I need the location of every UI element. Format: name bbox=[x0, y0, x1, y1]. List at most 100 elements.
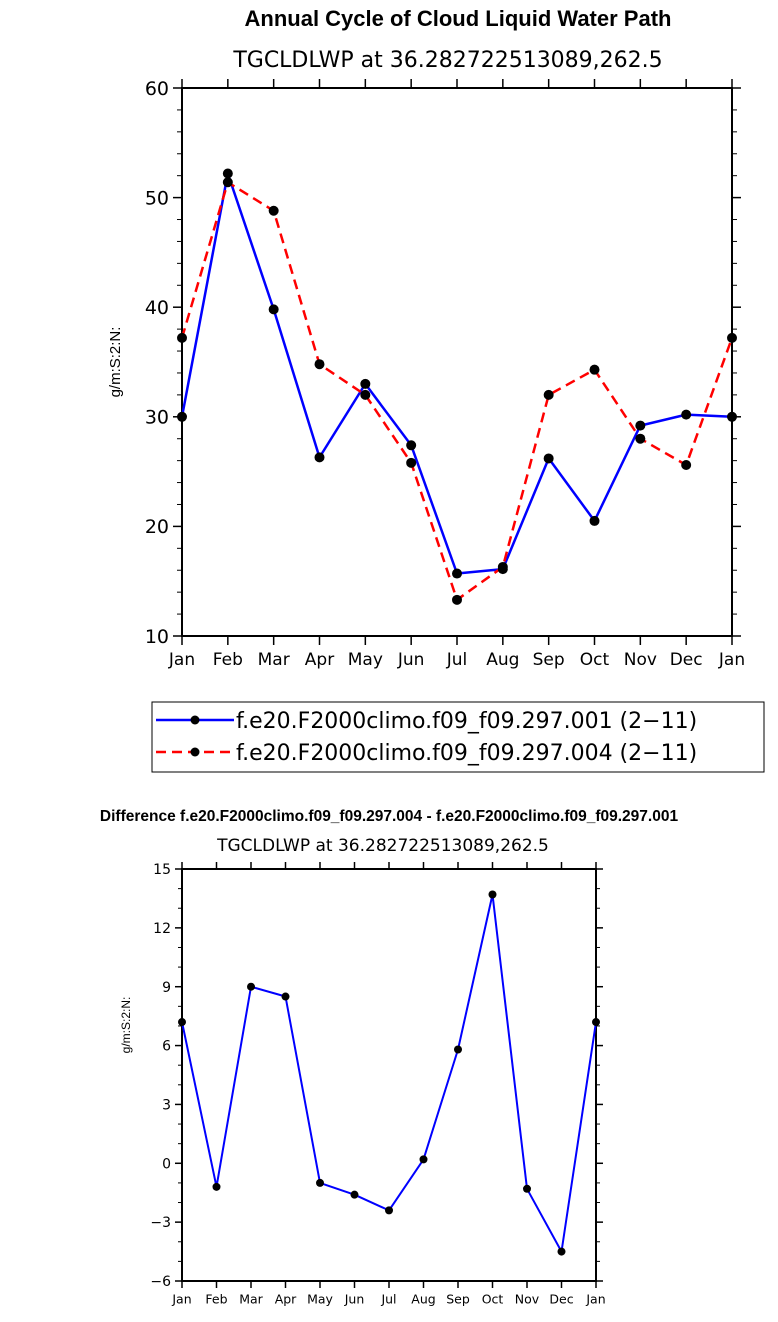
data-point-series-2 bbox=[406, 457, 417, 468]
top-chart-y-tick-labels: 10 20 30 40 50 60 bbox=[145, 78, 169, 648]
x-tick-label: Aug bbox=[486, 650, 519, 670]
x-tick-label: Sep bbox=[446, 1292, 470, 1307]
x-tick-label: Jun bbox=[344, 1292, 365, 1307]
data-point-series-1 bbox=[350, 1190, 359, 1199]
x-tick-label: Feb bbox=[205, 1292, 227, 1307]
data-point-series-1 bbox=[681, 409, 692, 420]
data-point-series-2 bbox=[177, 332, 187, 343]
y-tick-label: 15 bbox=[153, 862, 171, 878]
data-point-series-1 bbox=[316, 1178, 324, 1187]
data-point-series-2 bbox=[497, 561, 508, 572]
x-tick-label: May bbox=[307, 1292, 333, 1307]
bottom-chart-series bbox=[178, 890, 600, 1256]
data-point-series-1 bbox=[406, 440, 417, 451]
data-point-series-1 bbox=[360, 378, 371, 389]
top-chart-ticks bbox=[173, 79, 741, 645]
bottom-chart-x-tick-labels: Jan Feb Mar Apr May Jun Jul Aug Sep Oct Nov Dec Jan bbox=[171, 1292, 605, 1307]
y-tick-label: 0 bbox=[162, 1156, 171, 1172]
y-tick-label: 3 bbox=[162, 1097, 171, 1113]
data-point-series-2 bbox=[681, 460, 692, 471]
legend-marker-series-1 bbox=[190, 715, 200, 725]
top-chart-subtitle: TGCLDLWP at 36.282722513089,262.5 bbox=[232, 48, 662, 73]
top-chart-title: Annual Cycle of Cloud Liquid Water Path bbox=[245, 6, 672, 31]
x-tick-label: Jan bbox=[168, 650, 195, 670]
x-tick-label: Jun bbox=[397, 650, 425, 670]
x-tick-label: Aug bbox=[411, 1292, 435, 1307]
x-tick-label: Dec bbox=[670, 650, 703, 670]
data-point-series-1 bbox=[281, 992, 290, 1001]
y-tick-label: −3 bbox=[150, 1215, 171, 1231]
x-tick-label: Jul bbox=[380, 1292, 396, 1307]
y-tick-label: 30 bbox=[145, 407, 169, 429]
data-point-series-1 bbox=[222, 168, 233, 179]
data-point-series-2 bbox=[727, 332, 737, 343]
data-point-series-1 bbox=[454, 1045, 462, 1054]
data-point-series-2 bbox=[314, 359, 325, 370]
data-point-series-1 bbox=[635, 420, 646, 431]
bottom-chart-y-tick-labels: −6 −3 0 3 6 9 12 15 bbox=[150, 862, 171, 1290]
x-tick-label: Feb bbox=[213, 650, 243, 670]
y-tick-label: 10 bbox=[145, 626, 169, 648]
data-point-series-2 bbox=[543, 389, 554, 400]
legend-box bbox=[151, 701, 765, 773]
data-point-series-2 bbox=[589, 364, 600, 375]
legend-marker-series-2 bbox=[190, 747, 200, 757]
y-tick-label: 12 bbox=[153, 921, 171, 937]
data-point-series-1 bbox=[557, 1247, 566, 1256]
top-chart: Annual Cycle of Cloud Liquid Water Path … bbox=[107, 6, 745, 670]
x-tick-label: Nov bbox=[515, 1292, 540, 1307]
x-tick-label: Dec bbox=[549, 1292, 573, 1307]
x-tick-label: Nov bbox=[624, 650, 657, 670]
data-point-series-1 bbox=[452, 568, 462, 579]
data-point-series-2 bbox=[222, 177, 233, 188]
data-point-series-1 bbox=[268, 304, 279, 315]
bottom-chart-title: Difference f.e20.F2000climo.f09_f09.297.… bbox=[100, 808, 679, 825]
bottom-chart: Difference f.e20.F2000climo.f09_f09.297.… bbox=[100, 808, 679, 1307]
x-tick-label: May bbox=[348, 650, 383, 670]
data-point-series-1 bbox=[523, 1184, 531, 1193]
x-tick-label: Apr bbox=[305, 650, 334, 670]
data-point-series-1 bbox=[419, 1155, 428, 1164]
y-tick-label: 40 bbox=[145, 297, 169, 319]
x-tick-label: Oct bbox=[482, 1292, 504, 1307]
legend-label-series-2: f.e20.F2000climo.f09_f09.297.004 (2−11) bbox=[236, 741, 697, 766]
x-tick-label: Mar bbox=[239, 1292, 263, 1307]
data-point-series-1 bbox=[589, 515, 600, 526]
data-point-series-2 bbox=[268, 205, 279, 216]
series-line-1 bbox=[181, 893, 597, 1253]
top-chart-x-tick-labels: Jan Feb Mar Apr May Jun Jul Aug Sep Oct Nov Dec Jan bbox=[168, 650, 745, 670]
y-tick-label: 9 bbox=[162, 980, 171, 996]
x-tick-label: Jan bbox=[718, 650, 745, 670]
data-point-series-1 bbox=[727, 411, 737, 422]
x-tick-label: Oct bbox=[580, 650, 610, 670]
x-tick-label: Mar bbox=[258, 650, 290, 670]
data-point-series-1 bbox=[314, 452, 325, 463]
y-tick-label: 60 bbox=[145, 78, 169, 100]
bottom-chart-subtitle: TGCLDLWP at 36.282722513089,262.5 bbox=[216, 836, 549, 856]
top-chart-y-axis-label: g/m:S:2:N: bbox=[107, 327, 124, 398]
y-tick-label: 50 bbox=[145, 187, 169, 209]
y-tick-label: 6 bbox=[162, 1039, 171, 1055]
data-point-series-1 bbox=[212, 1182, 221, 1191]
x-tick-label: Jan bbox=[171, 1292, 191, 1307]
x-tick-label: Apr bbox=[275, 1292, 297, 1307]
data-point-series-1 bbox=[385, 1206, 393, 1215]
data-point-series-2 bbox=[360, 389, 371, 400]
x-tick-label: Sep bbox=[533, 650, 565, 670]
data-point-series-1 bbox=[178, 1018, 186, 1027]
data-point-series-2 bbox=[635, 433, 646, 444]
data-point-series-1 bbox=[543, 453, 554, 464]
x-tick-label: Jan bbox=[585, 1292, 605, 1307]
data-point-series-1 bbox=[488, 890, 497, 899]
y-tick-label: 20 bbox=[145, 516, 169, 538]
series-line-1 bbox=[180, 172, 733, 575]
data-point-series-1 bbox=[177, 411, 187, 422]
data-point-series-1 bbox=[592, 1018, 600, 1027]
bottom-chart-frame bbox=[181, 868, 597, 1282]
series-line-2 bbox=[180, 181, 734, 602]
bottom-chart-y-axis-label: g/m:S:2:N: bbox=[119, 997, 133, 1054]
legend: f.e20.F2000climo.f09_f09.297.001 (2−11) … bbox=[151, 701, 765, 773]
data-point-series-2 bbox=[452, 594, 462, 605]
x-tick-label: Jul bbox=[446, 650, 468, 670]
